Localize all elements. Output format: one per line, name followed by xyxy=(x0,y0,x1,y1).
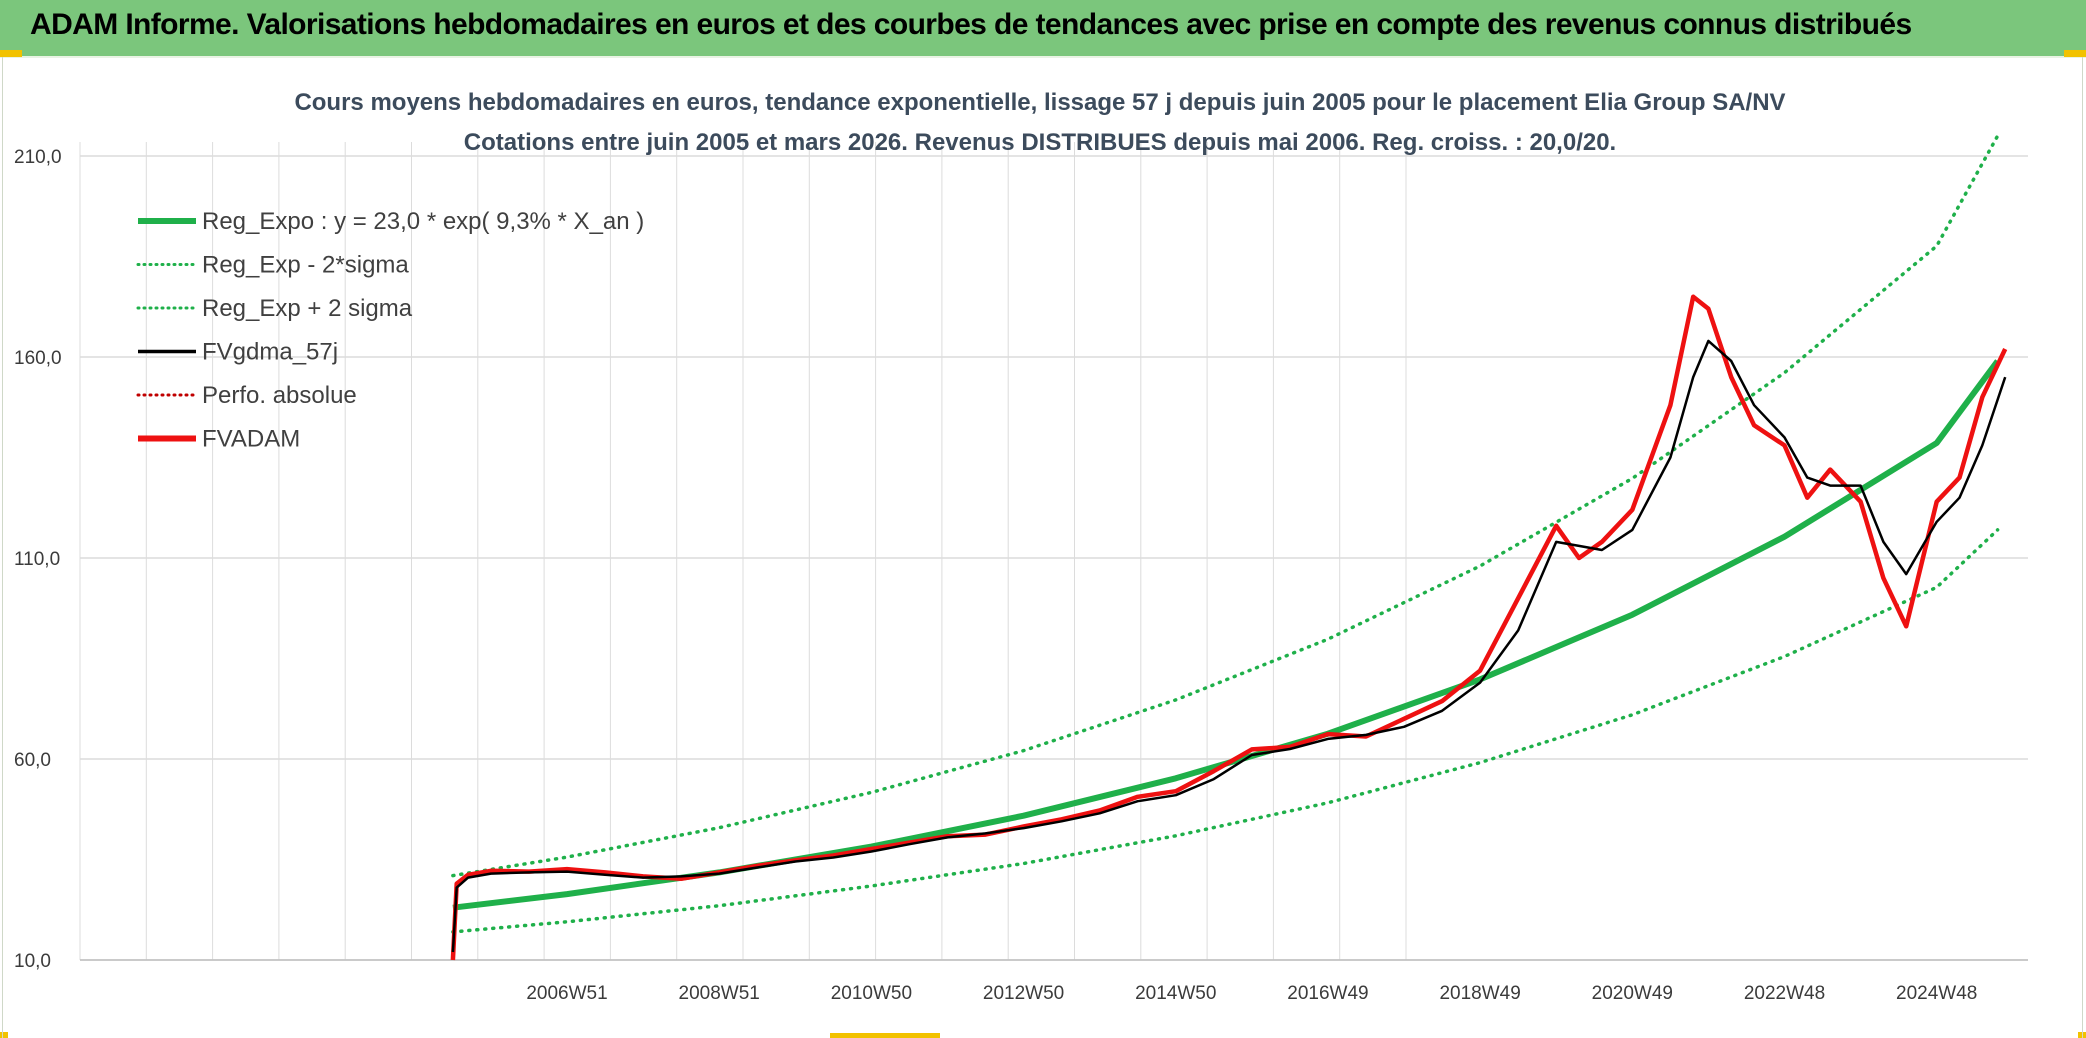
y-tick-label: 160,0 xyxy=(14,348,62,369)
y-tick-label: 210,0 xyxy=(14,147,62,168)
chart-series xyxy=(450,134,2008,961)
x-tick-label: 2016W49 xyxy=(1287,983,1368,1004)
chart-legend: Reg_Expo : y = 23,0 * exp( 9,3% * X_an )… xyxy=(136,208,644,453)
corner-marker-top-left xyxy=(0,50,22,57)
x-tick-label: 2024W48 xyxy=(1896,983,1977,1004)
legend-label-perfo: Perfo. absolue xyxy=(202,382,357,409)
series-line-reg_plus xyxy=(451,134,2000,878)
chart-title-line2: Cotations entre juin 2005 et mars 2026. … xyxy=(464,129,1616,156)
chart-title-line1: Cours moyens hebdomadaires en euros, ten… xyxy=(294,89,1785,116)
corner-marker-top-right xyxy=(2064,50,2086,57)
x-tick-label: 2006W51 xyxy=(526,983,607,1004)
x-tick-label: 2014W50 xyxy=(1135,983,1216,1004)
series-line-reg_expo xyxy=(452,359,2001,911)
series-line-fvgdma xyxy=(451,339,2007,953)
corner-marker-bottom-left xyxy=(0,1032,8,1038)
legend-label-reg_plus: Reg_Exp + 2 sigma xyxy=(202,295,413,322)
left-border-line xyxy=(2,57,3,1038)
x-tick-label: 2022W48 xyxy=(1744,983,1825,1004)
legend-label-reg_minus: Reg_Exp - 2*sigma xyxy=(202,252,409,279)
x-tick-label: 2012W50 xyxy=(983,983,1064,1004)
legend-label-fvadam: FVADAM xyxy=(202,426,300,453)
y-tick-label: 110,0 xyxy=(14,549,60,570)
x-tick-label: 2018W49 xyxy=(1439,983,1520,1004)
series-line-reg_minus xyxy=(451,528,2000,934)
x-tick-label: 2010W50 xyxy=(831,983,912,1004)
right-border-line xyxy=(2082,57,2083,1038)
x-tick-label: 2020W49 xyxy=(1592,983,1673,1004)
report-title: ADAM Informe. Valorisations hebdomadaire… xyxy=(30,8,1912,41)
corner-marker-bottom-center xyxy=(830,1033,940,1038)
legend-label-fvgdma: FVgdma_57j xyxy=(202,339,338,366)
y-tick-label: 60,0 xyxy=(14,750,51,771)
y-axis-ticks: 10,0 60,0 110,0 160,0 210,0 xyxy=(14,147,62,972)
report-header: ADAM Informe. Valorisations hebdomadaire… xyxy=(0,0,2086,58)
series-line-fvadam xyxy=(450,294,2008,961)
x-axis-ticks: 2006W51 2008W51 2010W50 2012W50 2014W50 2016W… xyxy=(526,983,1977,1004)
y-tick-label: 10,0 xyxy=(14,951,51,972)
chart-grid xyxy=(79,142,2028,961)
legend-label-reg_expo: Reg_Expo : y = 23,0 * exp( 9,3% * X_an ) xyxy=(202,208,644,235)
x-tick-label: 2008W51 xyxy=(679,983,760,1004)
